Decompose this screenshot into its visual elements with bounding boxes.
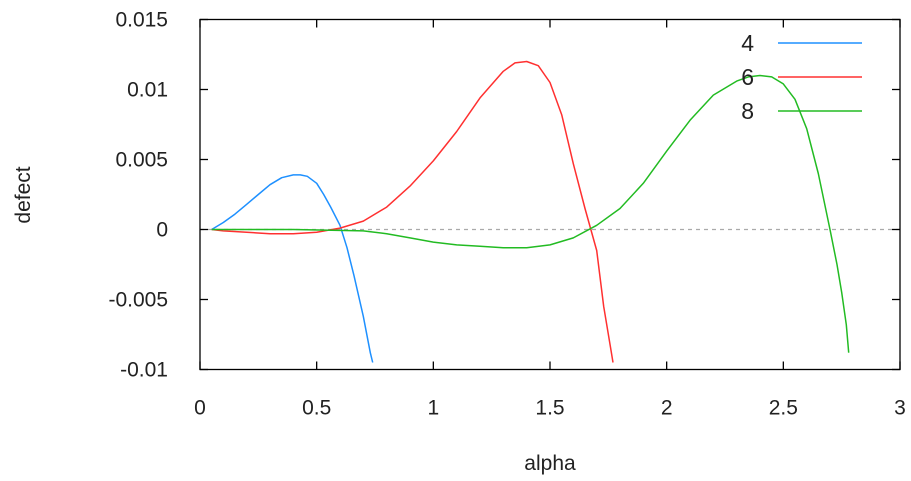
series-line-6	[211, 60, 614, 363]
series-line-8	[211, 74, 850, 353]
legend-label-8: 8	[741, 98, 754, 124]
y-axis-label: defect	[12, 166, 35, 223]
x-tick-label: 2.5	[769, 397, 798, 420]
y-tick-label: 0.005	[115, 149, 168, 172]
x-axis-label: alpha	[524, 452, 576, 475]
x-tick-label: 0	[194, 397, 206, 420]
legend: 4 6 8	[741, 30, 862, 124]
x-tick-label: 1.5	[535, 397, 564, 420]
plot-frame	[199, 18, 901, 371]
y-tick-label: 0.01	[127, 79, 168, 102]
x-tick-label: 3	[894, 397, 906, 420]
legend-label-4: 4	[741, 30, 754, 56]
y-tick-label: -0.005	[108, 289, 168, 312]
x-tick-label: 1	[427, 397, 439, 420]
y-tick-label: -0.01	[120, 359, 168, 382]
ticks-layer: 0 0.5 1 1.5 2 2.5 3 -0.01 -0.005 0 0.005 0.01 0.015	[108, 9, 905, 420]
x-tick-label: 2	[661, 397, 673, 420]
legend-label-6: 6	[741, 64, 754, 90]
y-tick-label: 0.015	[115, 9, 168, 32]
y-tick-label: 0	[156, 219, 168, 242]
x-tick-label: 0.5	[302, 397, 331, 420]
series-layer	[211, 60, 850, 363]
series-line-4	[211, 174, 374, 363]
